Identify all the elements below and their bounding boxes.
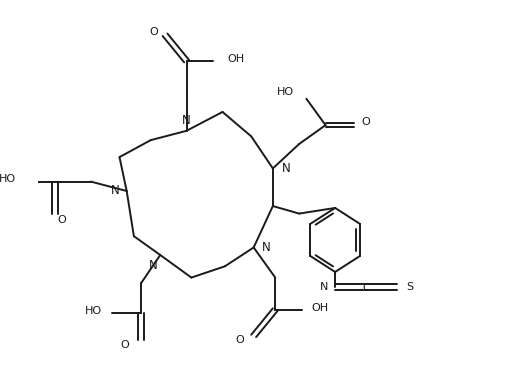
Text: N: N bbox=[320, 282, 328, 292]
Text: N: N bbox=[262, 241, 271, 254]
Text: O: O bbox=[149, 27, 158, 37]
Text: N: N bbox=[182, 114, 191, 127]
Text: N: N bbox=[281, 162, 290, 175]
Text: O: O bbox=[120, 340, 129, 350]
Text: HO: HO bbox=[85, 306, 102, 316]
Text: HO: HO bbox=[277, 87, 294, 97]
Text: O: O bbox=[57, 215, 66, 225]
Text: N: N bbox=[111, 185, 120, 197]
Text: N: N bbox=[149, 259, 158, 272]
Text: S: S bbox=[406, 282, 413, 292]
Text: O: O bbox=[236, 335, 244, 345]
Text: O: O bbox=[361, 117, 370, 127]
Text: OH: OH bbox=[227, 54, 244, 64]
Text: C: C bbox=[362, 283, 370, 293]
Text: HO: HO bbox=[0, 173, 17, 184]
Text: OH: OH bbox=[311, 303, 328, 313]
